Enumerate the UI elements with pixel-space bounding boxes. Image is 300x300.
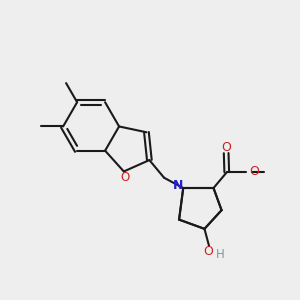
Text: O: O xyxy=(221,141,231,154)
Text: N: N xyxy=(173,179,183,192)
Text: O: O xyxy=(249,166,259,178)
Text: O: O xyxy=(203,245,213,258)
Text: O: O xyxy=(121,171,130,184)
Text: H: H xyxy=(216,248,225,261)
